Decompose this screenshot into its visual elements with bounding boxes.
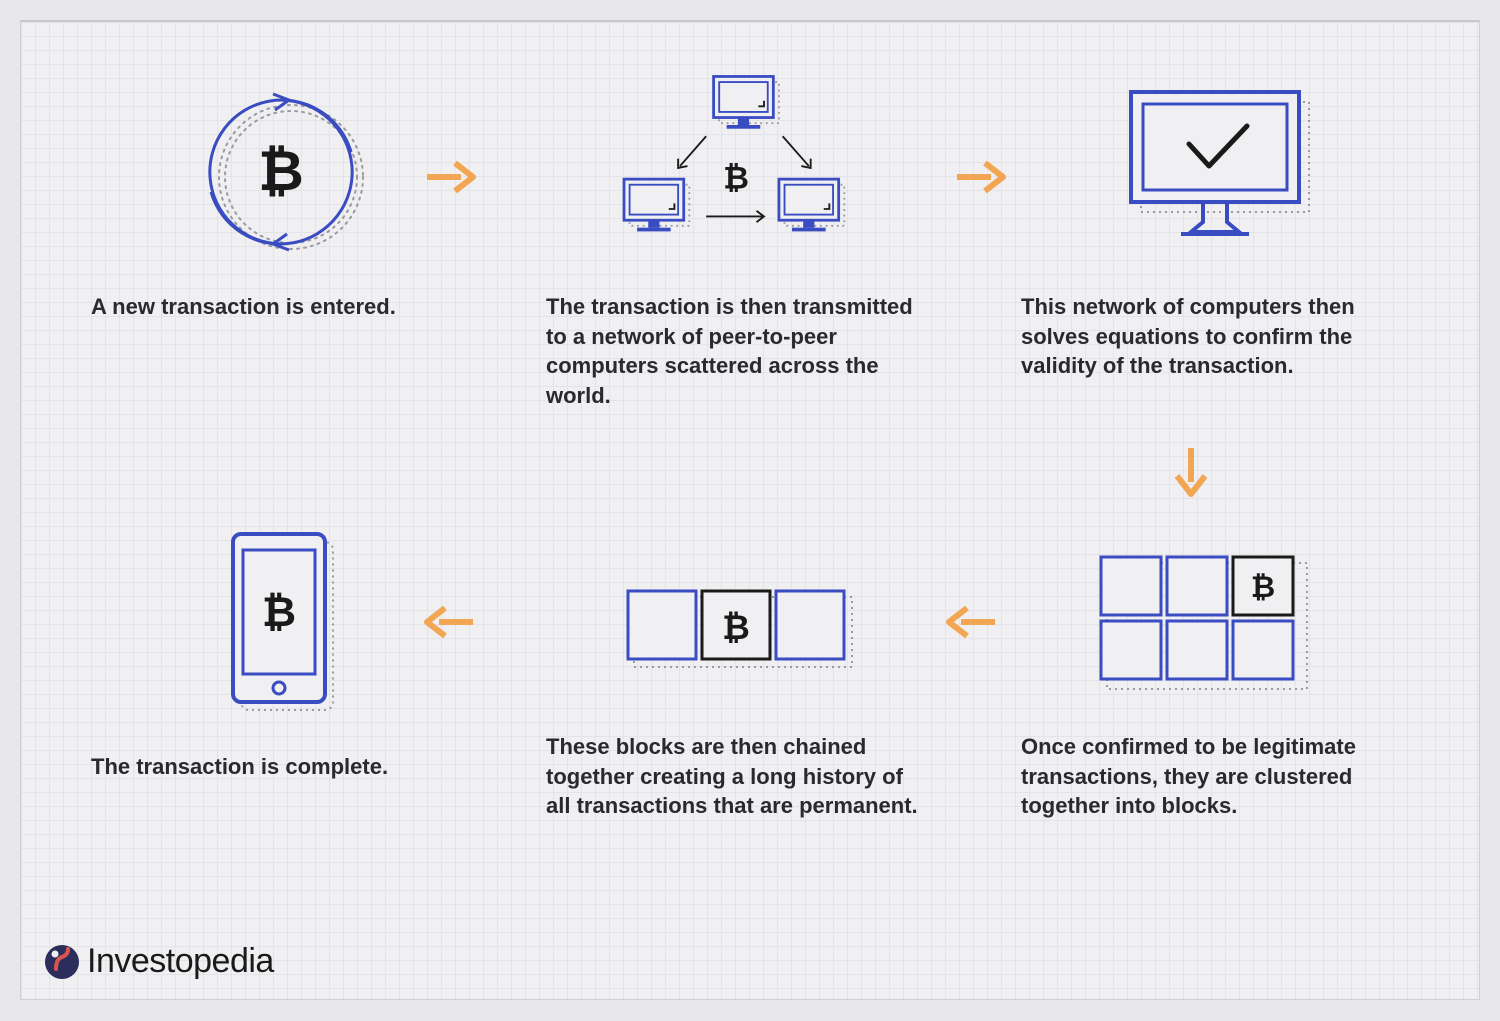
svg-text:₿: ₿ (262, 588, 296, 635)
mobile-bitcoin-icon: ₿ (141, 522, 421, 732)
step-2-text: The transaction is then transmitted to a… (536, 292, 936, 411)
step-3-text: This network of computers then solves eq… (1011, 292, 1411, 381)
svg-text:₿: ₿ (723, 159, 749, 195)
step-5-text: These blocks are then chained together c… (536, 732, 936, 821)
step-6-text: The transaction is complete. (81, 752, 481, 782)
arrow-1-2 (421, 157, 481, 197)
step-5: ₿ These blocks are then chained together… (536, 542, 936, 821)
step-1-text: A new transaction is entered. (81, 292, 481, 322)
step-6: ₿ The transaction is complete. (81, 522, 481, 782)
bitcoin-cycle-icon: ₿ (141, 72, 421, 272)
svg-text:₿: ₿ (1251, 571, 1275, 604)
investopedia-icon (43, 943, 81, 981)
svg-text:₿: ₿ (722, 609, 750, 647)
step-3: This network of computers then solves eq… (1011, 72, 1411, 381)
brand-logo: Investopedia (43, 942, 274, 981)
block-chain-icon: ₿ (596, 542, 876, 712)
arrow-2-3 (951, 157, 1011, 197)
step-4: ₿ Once confirmed to be legitimate transa… (1011, 532, 1411, 821)
step-2: ₿ The transaction is then transmitted to… (536, 62, 936, 411)
diagram-container: ₿ A new transaction is entered. (20, 20, 1480, 1000)
computer-network-icon: ₿ (596, 62, 876, 272)
step-4-text: Once confirmed to be legitimate transact… (1011, 732, 1411, 821)
computer-check-icon (1071, 72, 1351, 272)
arrow-3-4 (1171, 442, 1211, 502)
block-grid-icon: ₿ (1071, 532, 1351, 712)
brand-name: Investopedia (87, 942, 274, 981)
svg-text:₿: ₿ (258, 139, 304, 202)
arrow-4-5 (941, 602, 1001, 642)
